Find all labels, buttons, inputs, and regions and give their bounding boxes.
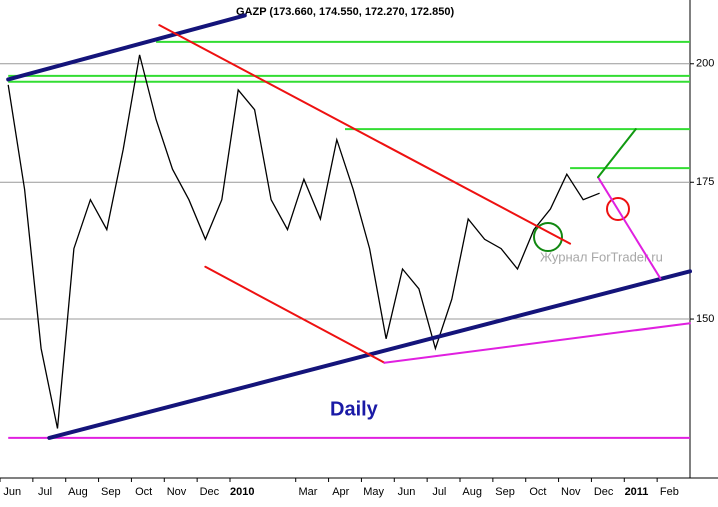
watermark: Журнал ForTrader.ru	[540, 249, 663, 264]
trendline	[158, 24, 572, 245]
x-tick-label: Sep	[495, 486, 515, 498]
x-tick-label: Jun	[398, 486, 416, 498]
x-tick-label: Dec	[594, 486, 614, 498]
x-tick-label: Sep	[101, 486, 121, 498]
y-tick-label: 175	[696, 176, 714, 188]
trendline	[597, 176, 662, 280]
trendline	[383, 322, 691, 364]
x-tick-label: Nov	[561, 486, 581, 498]
x-tick-label: 2010	[230, 486, 254, 498]
trendline	[204, 265, 386, 364]
x-tick-label: Dec	[200, 486, 220, 498]
x-tick-label: Oct	[135, 486, 152, 498]
trendline	[597, 128, 637, 179]
x-tick-label: Aug	[462, 486, 482, 498]
x-tick-label: Apr	[332, 486, 349, 498]
annotation: Daily	[330, 398, 379, 420]
chart-title: GAZP (173.660, 174.550, 172.270, 172.850…	[236, 6, 454, 18]
x-tick-label: 2011	[625, 486, 649, 498]
highlight-circle	[533, 222, 563, 252]
x-tick-label: Mar	[298, 486, 317, 498]
price-line	[7, 54, 600, 429]
x-tick-label: Jul	[38, 486, 52, 498]
x-tick-label: Oct	[529, 486, 546, 498]
trendline	[6, 13, 247, 82]
x-tick-label: Nov	[167, 486, 187, 498]
x-tick-label: Feb	[660, 486, 679, 498]
x-tick-label: May	[363, 486, 384, 498]
x-tick-label: Jul	[432, 486, 446, 498]
x-tick-label: Aug	[68, 486, 88, 498]
y-tick-label: 150	[696, 313, 714, 325]
x-tick-label: Jun	[3, 486, 21, 498]
highlight-circle	[606, 197, 630, 221]
y-tick-label: 200	[696, 58, 714, 70]
